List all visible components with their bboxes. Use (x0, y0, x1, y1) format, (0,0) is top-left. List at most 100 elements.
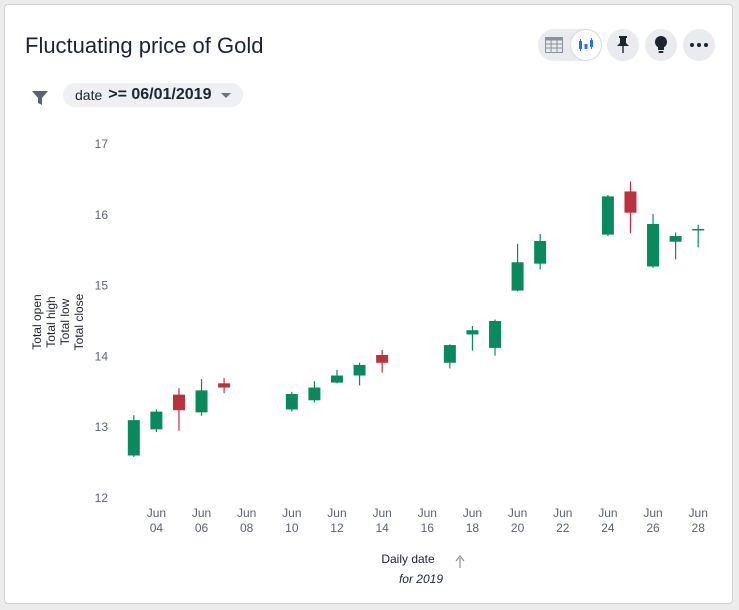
insight-button[interactable] (645, 29, 677, 61)
x-tick-month: Jun (508, 506, 527, 520)
x-tick-day: 10 (285, 521, 299, 535)
x-tick-day: 14 (375, 521, 389, 535)
filter-condition: >= 06/01/2019 (108, 86, 212, 103)
y-tick-label: 13 (95, 420, 109, 434)
candle[interactable] (624, 181, 637, 234)
candle[interactable] (376, 350, 389, 373)
candle-body (624, 191, 637, 213)
candle[interactable] (511, 243, 524, 292)
y-tick-label: 15 (95, 279, 109, 293)
x-tick-day: 18 (466, 521, 480, 535)
x-tick-month: Jun (372, 506, 391, 520)
x-tick-day: 08 (240, 521, 254, 535)
candle-body (376, 354, 389, 363)
more-icon (690, 43, 708, 47)
candle-body (195, 390, 208, 413)
table-icon (545, 37, 563, 53)
candle-body (285, 393, 298, 410)
x-tick-month: Jun (598, 506, 617, 520)
y-axis-ticks: 12 13 14 15 16 17 (95, 137, 109, 505)
x-tick-day: 22 (556, 521, 570, 535)
candle[interactable] (601, 194, 614, 237)
candle-body (511, 262, 524, 291)
candle[interactable] (172, 388, 185, 431)
y-axis-title: Total open (30, 294, 44, 349)
x-tick-day: 06 (195, 521, 209, 535)
x-tick-day: 24 (601, 521, 615, 535)
candle-body (489, 321, 502, 348)
candle[interactable] (308, 381, 321, 403)
y-axis-title: Total high (44, 296, 58, 347)
x-tick-day: 20 (511, 521, 525, 535)
x-tick-month: Jun (689, 506, 708, 520)
filter-chip[interactable]: date >= 06/01/2019 (63, 83, 244, 107)
candle-body (466, 330, 479, 335)
candle[interactable] (669, 232, 682, 260)
candle-body (647, 224, 660, 267)
x-tick-day: 12 (330, 521, 344, 535)
x-tick-month: Jun (418, 506, 437, 520)
candle[interactable] (489, 319, 502, 356)
x-tick-month: Jun (643, 506, 662, 520)
y-tick-label: 12 (95, 491, 109, 505)
candle[interactable] (443, 344, 456, 369)
candles (127, 181, 705, 457)
candle[interactable] (330, 369, 343, 384)
x-axis-ticks: Jun04Jun06Jun08Jun10Jun12Jun14Jun16Jun18… (147, 506, 708, 535)
x-tick-day: 28 (692, 521, 706, 535)
x-tick-month: Jun (192, 506, 211, 520)
chart-card: Fluctuating price of Gold (4, 4, 733, 604)
y-axis-titles: Total open Total high Total low Total close (30, 293, 86, 350)
candle-body (150, 411, 163, 430)
candle-body (330, 375, 343, 383)
candle-body (172, 394, 185, 411)
x-tick-month: Jun (327, 506, 346, 520)
chart-view-button[interactable] (571, 30, 601, 60)
candle[interactable] (285, 391, 298, 412)
x-tick-month: Jun (553, 506, 572, 520)
candle-body (308, 387, 321, 401)
y-tick-label: 14 (95, 349, 109, 363)
x-axis-subtitle: for 2019 (399, 572, 443, 586)
x-tick-month: Jun (147, 506, 166, 520)
table-view-button[interactable] (539, 30, 569, 60)
x-tick-day: 16 (421, 521, 435, 535)
candle[interactable] (647, 214, 660, 268)
lightbulb-icon (655, 36, 667, 53)
candle[interactable] (195, 379, 208, 416)
filter-icon[interactable] (31, 89, 49, 107)
candle[interactable] (127, 415, 140, 457)
pin-button[interactable] (607, 29, 639, 61)
candle-body (534, 240, 547, 264)
x-axis-title: Daily date (381, 552, 435, 566)
candle-body (127, 420, 140, 456)
candle[interactable] (692, 224, 705, 248)
x-tick-month: Jun (463, 506, 482, 520)
candle-body (669, 236, 682, 242)
filter-field: date (75, 87, 103, 103)
candle-body (353, 364, 366, 376)
y-axis-title: Total low (58, 298, 72, 345)
pin-icon (617, 36, 629, 53)
candle-body (218, 383, 231, 388)
view-toggle[interactable] (538, 29, 602, 61)
candle[interactable] (353, 362, 366, 386)
sort-arrow-icon[interactable] (455, 555, 465, 568)
chevron-down-icon (221, 92, 232, 98)
more-button[interactable] (683, 29, 715, 61)
y-axis-title: Total close (72, 293, 86, 350)
candle[interactable] (218, 378, 231, 394)
candle-body (601, 196, 614, 235)
x-tick-day: 26 (646, 521, 660, 535)
y-tick-label: 17 (95, 137, 109, 151)
candle[interactable] (534, 233, 547, 270)
candle-body (443, 345, 456, 363)
x-tick-month: Jun (237, 506, 256, 520)
candle[interactable] (466, 325, 479, 351)
y-tick-label: 16 (95, 208, 109, 222)
x-tick-day: 04 (150, 521, 164, 535)
candle[interactable] (150, 409, 163, 433)
chart-title: Fluctuating price of Gold (25, 33, 264, 58)
x-tick-month: Jun (282, 506, 301, 520)
